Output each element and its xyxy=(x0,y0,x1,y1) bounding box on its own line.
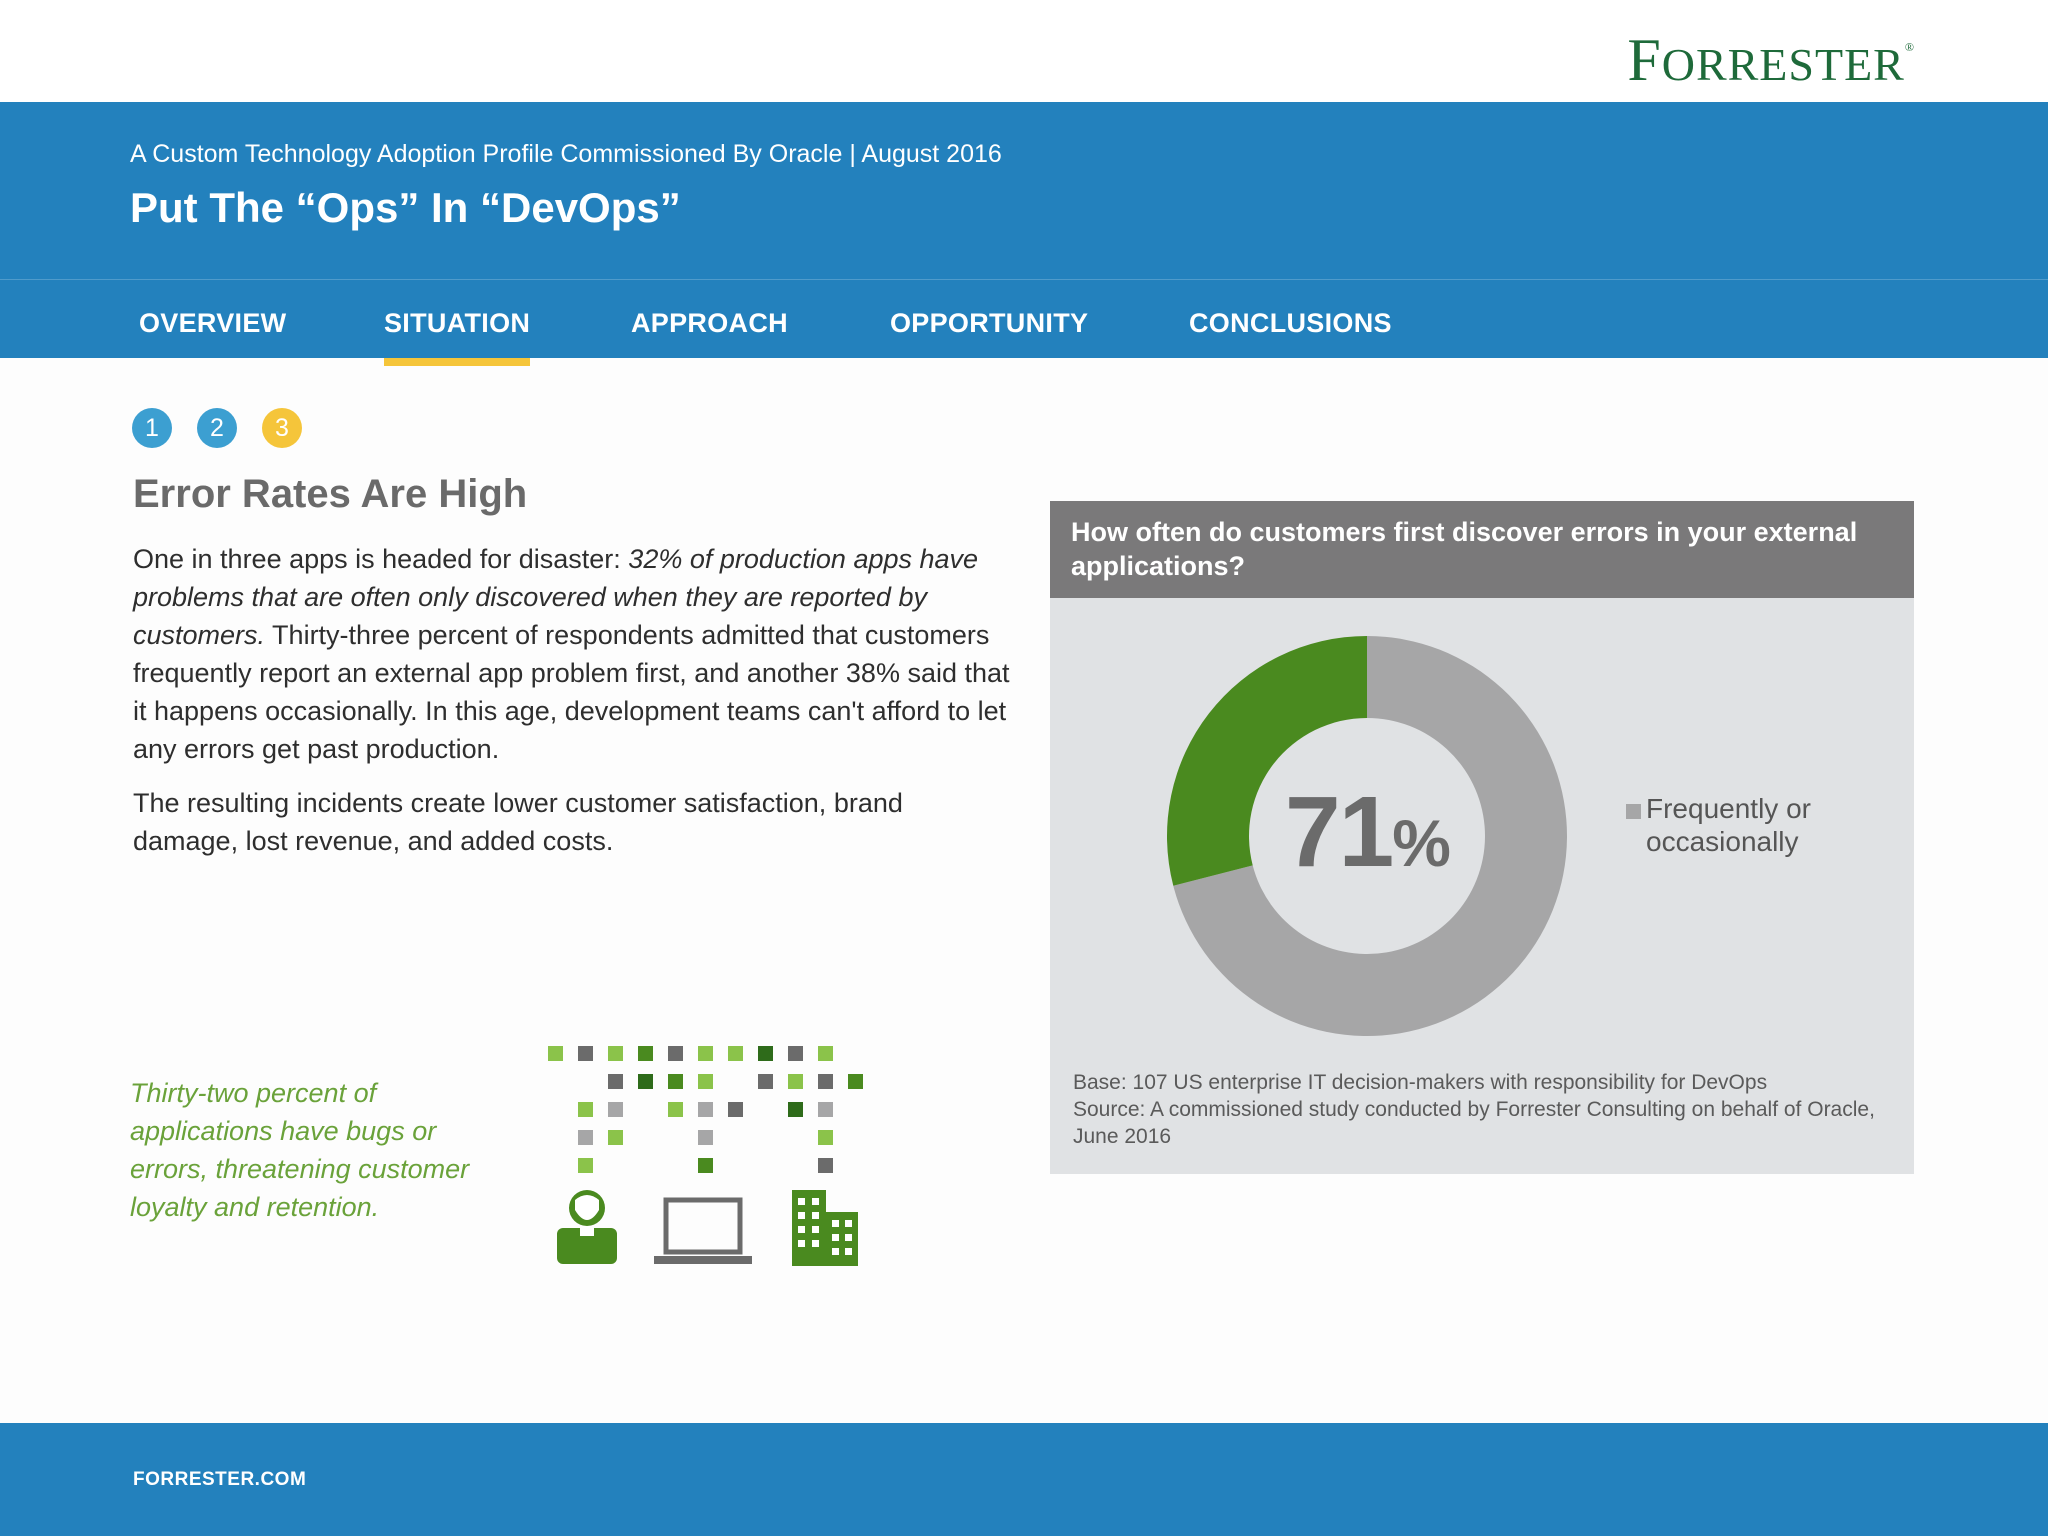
paragraph-1: One in three apps is headed for disaster… xyxy=(133,540,1013,768)
step-1-button[interactable]: 1 xyxy=(132,408,172,448)
report-title: Put The “Ops” In “DevOps” xyxy=(130,184,681,231)
tab-opportunity[interactable]: OPPORTUNITY xyxy=(890,308,1089,338)
donut-slice-2 xyxy=(1167,636,1367,886)
tab-conclusions[interactable]: CONCLUSIONS xyxy=(1189,308,1392,338)
body-text: One in three apps is headed for disaster… xyxy=(133,540,1013,876)
building-icon xyxy=(792,1190,858,1266)
step-2-button[interactable]: 2 xyxy=(197,408,237,448)
base-note: Base: 107 US enterprise IT decision-make… xyxy=(1073,1071,1768,1094)
legend-label: Frequently or occasionally xyxy=(1646,793,1811,857)
callout-text: Thirty-two percent of applications have … xyxy=(130,1078,470,1222)
center-unit: % xyxy=(1392,806,1451,880)
donut-chart xyxy=(1167,636,1567,1036)
center-value: 71 xyxy=(1285,776,1394,888)
report-subtitle: A Custom Technology Adoption Profile Com… xyxy=(130,140,1002,168)
chart-notes: Base: 107 US enterprise IT decision-make… xyxy=(1073,1069,1893,1150)
person-icon xyxy=(557,1190,617,1264)
footer-site-link[interactable]: FORRESTER.COM xyxy=(133,1469,307,1490)
pixel-grid xyxy=(548,1046,863,1173)
tab-situation[interactable]: SITUATION xyxy=(384,308,531,366)
laptop-icon xyxy=(654,1197,752,1264)
paragraph-2: The resulting incidents create lower cus… xyxy=(133,788,903,856)
donut-center-label: 71% xyxy=(1285,775,1451,890)
apps-illustration xyxy=(548,1046,863,1266)
tab-approach[interactable]: APPROACH xyxy=(631,308,788,338)
legend-swatch xyxy=(1626,804,1641,819)
tab-overview[interactable]: OVERVIEW xyxy=(139,308,287,338)
footer: FORRESTER.COM xyxy=(0,1423,2048,1536)
top-bar: FORRESTER® xyxy=(0,0,2048,102)
survey-chart-panel: How often do customers first discover er… xyxy=(1050,501,1914,1174)
p1-rest: Thirty-three percent of respondents admi… xyxy=(133,620,1010,764)
forrester-logo[interactable]: FORRESTER® xyxy=(1627,27,1915,93)
report-header: A Custom Technology Adoption Profile Com… xyxy=(0,102,2048,280)
chart-question-header: How often do customers first discover er… xyxy=(1050,501,1914,598)
donut-slice-1 xyxy=(1173,636,1567,1036)
section-heading: Error Rates Are High xyxy=(133,472,528,516)
step-3-button[interactable]: 3 xyxy=(262,408,302,448)
p1-italic: 32% of production apps have problems tha… xyxy=(133,544,979,650)
section-nav: OVERVIEW SITUATION APPROACH OPPORTUNITY … xyxy=(0,280,2048,366)
chart-question: How often do customers first discover er… xyxy=(1071,517,1858,581)
p1-lead: One in three apps is headed for disaster… xyxy=(133,544,629,574)
source-note: Source: A commissioned study conducted b… xyxy=(1073,1098,1875,1148)
